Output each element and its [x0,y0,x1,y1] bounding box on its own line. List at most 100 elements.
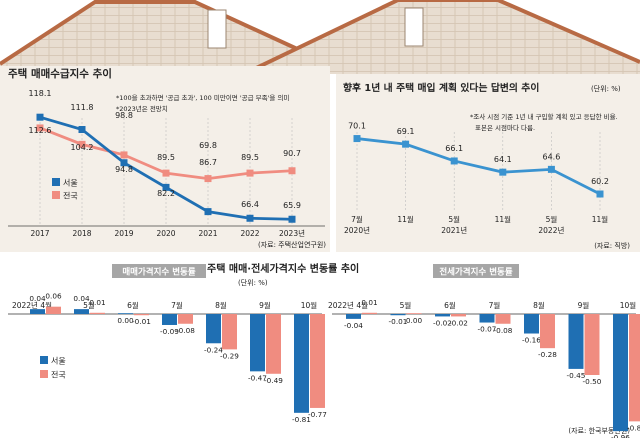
bar-data-label: 0.00 [117,316,134,325]
bar-seoul [435,314,450,317]
plan-x-tick-month: 7월 [351,214,363,224]
supply-point-seoul [36,113,44,121]
bar-nation [629,314,640,422]
bar-data-label: -0.08 [176,326,195,335]
bar-seoul [206,314,221,344]
supply-point-seoul [78,126,86,134]
supply-point-seoul [204,208,212,216]
bar-legend-swatch-seoul [40,356,48,364]
bar-panel-title: 전세가격지수 변동률 [439,267,513,278]
bar-x-tick: 7월 [171,300,183,310]
bar-nation [134,314,149,316]
plan-point [402,140,410,148]
bar-x-tick: 2022년 4월 [328,300,368,310]
supply-chart-title: 주택 매매수급지수 추이 [8,67,112,80]
chimney-right [404,7,424,47]
supply-x-tick: 2023년 [279,228,305,238]
supply-label-seoul: 82.2 [157,189,175,198]
bar-seoul [250,314,265,372]
supply-point-nation [162,169,170,177]
bar-data-label: -0.28 [538,350,557,359]
supply-label-nation: 104.2 [71,143,94,152]
bar-nation [310,314,325,408]
bar-legend-swatch-nation [40,370,48,378]
supply-point-nation [288,167,296,175]
supply-point-seoul [162,183,170,191]
plan-chart-title: 향후 1년 내 주택 매입 계획 있다는 답변의 추이 [343,81,539,94]
bar-data-label: -0.45 [567,371,586,380]
plan-chart-unit: (단위: %) [591,84,621,93]
plan-x-tick-month: 5월 [448,214,460,224]
supply-x-tick: 2021 [198,229,217,238]
bar-x-tick: 9월 [578,300,590,310]
bar-seoul [346,314,361,319]
bar-nation [362,312,377,314]
supply-point-nation [246,169,254,177]
supply-source: (자료: 주택산업연구원) [258,240,326,249]
bar-legend-label-seoul: 서울 [51,357,66,366]
bar-seoul [524,314,539,334]
supply-label-seoul: 111.8 [71,103,94,112]
bar-data-label: 0.04 [73,294,90,303]
plan-source: (자료: 직방) [594,241,630,250]
plan-x-tick-month: 11월 [397,214,414,224]
supply-point-nation [78,140,86,148]
bar-x-tick: 8월 [215,300,227,310]
bar-nation [178,314,193,324]
bar-data-label: 0.01 [89,298,105,307]
plan-chart-note-1: *조사 시점 기준 1년 내 구입할 계획 있고 응답한 비율. [470,112,618,121]
bar-panel-title-box [433,264,519,278]
bar-data-label: -0.01 [132,317,151,326]
bar-seoul [30,309,45,314]
bar-data-label: -0.04 [344,321,363,330]
plan-data-label: 69.1 [397,127,415,136]
bar-nation [222,314,237,350]
bar-data-label: -0.29 [220,351,239,360]
bar-data-label: -0.49 [264,376,283,385]
bar-seoul [568,314,584,369]
bar-seoul [479,314,495,323]
bar-seoul [613,314,628,432]
bar-data-label: -0.96 [611,433,630,438]
bar-seoul [390,314,406,316]
bar-data-label: 0.04 [29,294,46,303]
supply-label-seoul: 65.9 [283,201,301,210]
bar-data-label: -0.02 [433,318,452,327]
bar-data-label: -0.81 [292,415,311,424]
supply-point-seoul [120,159,128,167]
bar-nation [584,314,600,375]
bar-data-label: -0.02 [449,318,468,327]
bar-x-tick: 7월 [489,300,501,310]
plan-data-label: 70.1 [348,122,366,131]
supply-label-seoul: 66.4 [241,200,259,209]
plan-point [353,135,361,143]
bar-data-label: -0.24 [204,345,223,354]
bar-chart-source: (자료: 한국부동산원) [568,426,630,435]
supply-legend-swatch-nation [52,191,60,199]
plan-point [450,157,458,165]
supply-legend-swatch-seoul [52,178,60,186]
bar-x-tick: 6월 [127,300,139,310]
bar-nation [540,314,555,349]
supply-label-nation: 86.7 [199,158,217,167]
plan-chart-note-2: 표본은 시점마다 다름. [475,123,535,132]
chimney-left [207,9,227,49]
plan-data-label: 64.6 [542,152,560,161]
supply-chart-note-1: *100을 초과하면 '공급 초과', 100 미만이면 '공급 부족'을 의미 [116,93,289,102]
bar-panel-title-box [112,264,206,278]
roof-right-trim [251,0,640,72]
plan-data-label: 66.1 [445,144,463,153]
supply-x-tick: 2019 [114,229,133,238]
bar-data-label: -0.77 [308,410,327,419]
supply-label-nation: 98.8 [115,111,133,120]
supply-label-nation: 89.5 [241,153,259,162]
plan-series-line [356,137,601,196]
bar-data-label: 0.01 [361,298,377,307]
supply-label-nation: 89.5 [157,153,175,162]
bar-chart-main-title: 주택 매매·전세가격지수 변동률 추이 [207,262,359,275]
roof-left [0,2,330,76]
supply-legend-label-nation: 전국 [63,191,78,201]
roof-right [252,0,640,74]
supply-legend-label-seoul: 서울 [63,179,78,188]
